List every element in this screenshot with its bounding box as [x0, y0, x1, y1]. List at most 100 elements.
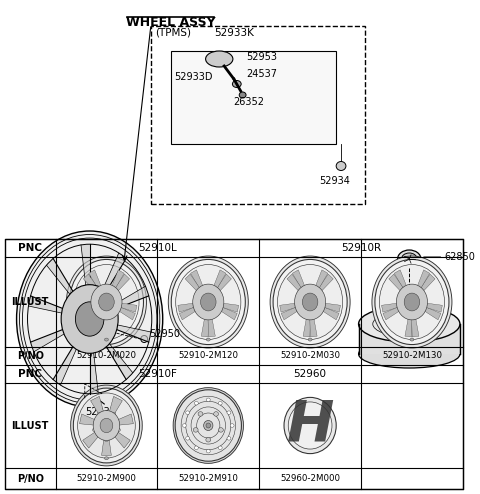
Text: 52933K: 52933K — [215, 28, 254, 38]
Polygon shape — [419, 304, 441, 320]
Ellipse shape — [232, 81, 241, 87]
Ellipse shape — [404, 293, 420, 311]
Ellipse shape — [99, 293, 114, 311]
Ellipse shape — [201, 293, 216, 311]
Polygon shape — [106, 311, 113, 337]
Bar — [359, 324, 460, 354]
Ellipse shape — [204, 420, 213, 430]
Polygon shape — [84, 274, 102, 296]
Text: P/NO: P/NO — [17, 474, 44, 484]
Polygon shape — [109, 270, 124, 295]
Polygon shape — [414, 270, 430, 295]
Ellipse shape — [397, 250, 421, 268]
Ellipse shape — [71, 385, 142, 466]
Ellipse shape — [97, 412, 101, 416]
Ellipse shape — [73, 388, 140, 463]
Polygon shape — [90, 330, 98, 394]
Ellipse shape — [284, 397, 336, 453]
Ellipse shape — [227, 437, 231, 440]
Polygon shape — [111, 429, 130, 448]
Ellipse shape — [175, 390, 241, 461]
Ellipse shape — [206, 438, 211, 442]
Ellipse shape — [186, 437, 190, 440]
Ellipse shape — [194, 402, 198, 405]
Ellipse shape — [288, 402, 332, 449]
Ellipse shape — [218, 446, 222, 450]
Polygon shape — [53, 328, 85, 385]
Ellipse shape — [17, 231, 163, 407]
Polygon shape — [99, 321, 151, 342]
Polygon shape — [411, 311, 419, 337]
Polygon shape — [215, 304, 237, 320]
Ellipse shape — [66, 256, 146, 348]
Text: 52960-2M000: 52960-2M000 — [280, 474, 340, 483]
Polygon shape — [95, 327, 133, 379]
Polygon shape — [213, 274, 231, 296]
Bar — [5, 239, 463, 489]
Ellipse shape — [214, 412, 218, 416]
Ellipse shape — [186, 411, 190, 414]
Polygon shape — [111, 274, 130, 296]
Polygon shape — [89, 270, 104, 295]
Polygon shape — [208, 311, 216, 337]
Ellipse shape — [375, 259, 449, 344]
Polygon shape — [78, 304, 100, 320]
Ellipse shape — [379, 265, 444, 339]
Text: 52910-2M030: 52910-2M030 — [280, 352, 340, 361]
Ellipse shape — [117, 428, 120, 432]
Bar — [170, 51, 336, 144]
Polygon shape — [83, 429, 102, 448]
Text: 52933: 52933 — [85, 407, 116, 417]
Text: 52910R: 52910R — [341, 243, 381, 253]
Polygon shape — [312, 270, 328, 295]
Ellipse shape — [227, 411, 231, 414]
Text: ILLUST: ILLUST — [12, 297, 49, 307]
Ellipse shape — [218, 428, 223, 432]
Polygon shape — [98, 286, 149, 316]
Polygon shape — [113, 414, 133, 426]
Polygon shape — [287, 274, 306, 296]
Ellipse shape — [372, 256, 452, 348]
Polygon shape — [416, 274, 435, 296]
Polygon shape — [185, 274, 204, 296]
Polygon shape — [303, 311, 311, 337]
Ellipse shape — [402, 321, 417, 327]
Text: H: H — [287, 398, 334, 453]
Polygon shape — [191, 270, 206, 295]
Polygon shape — [382, 302, 405, 312]
Ellipse shape — [206, 423, 211, 428]
Polygon shape — [91, 396, 105, 419]
Ellipse shape — [182, 424, 186, 427]
Polygon shape — [383, 304, 406, 320]
Polygon shape — [102, 434, 111, 455]
Bar — [151, 26, 365, 204]
Ellipse shape — [176, 265, 241, 339]
Text: 52910-2M910: 52910-2M910 — [179, 474, 238, 483]
Polygon shape — [405, 311, 412, 337]
Ellipse shape — [308, 338, 312, 341]
Ellipse shape — [198, 412, 203, 416]
Ellipse shape — [194, 446, 198, 450]
Text: 52910-2M900: 52910-2M900 — [76, 474, 136, 483]
Text: WHEEL ASSY: WHEEL ASSY — [126, 16, 216, 29]
Ellipse shape — [230, 424, 234, 427]
Text: PNC: PNC — [18, 369, 42, 379]
Ellipse shape — [78, 393, 135, 458]
Polygon shape — [281, 304, 304, 320]
Ellipse shape — [105, 457, 108, 460]
Text: 52960: 52960 — [294, 369, 326, 379]
Polygon shape — [180, 304, 202, 320]
Polygon shape — [81, 244, 90, 308]
Polygon shape — [76, 302, 99, 312]
Text: (TPMS): (TPMS) — [155, 28, 191, 38]
Ellipse shape — [93, 411, 120, 441]
Polygon shape — [394, 270, 409, 295]
Ellipse shape — [91, 284, 122, 320]
Ellipse shape — [98, 397, 106, 402]
Ellipse shape — [277, 265, 343, 339]
Text: 26352: 26352 — [233, 97, 264, 107]
Ellipse shape — [273, 259, 347, 344]
Polygon shape — [420, 302, 443, 312]
Text: 52933D: 52933D — [174, 72, 213, 82]
Polygon shape — [389, 274, 408, 296]
